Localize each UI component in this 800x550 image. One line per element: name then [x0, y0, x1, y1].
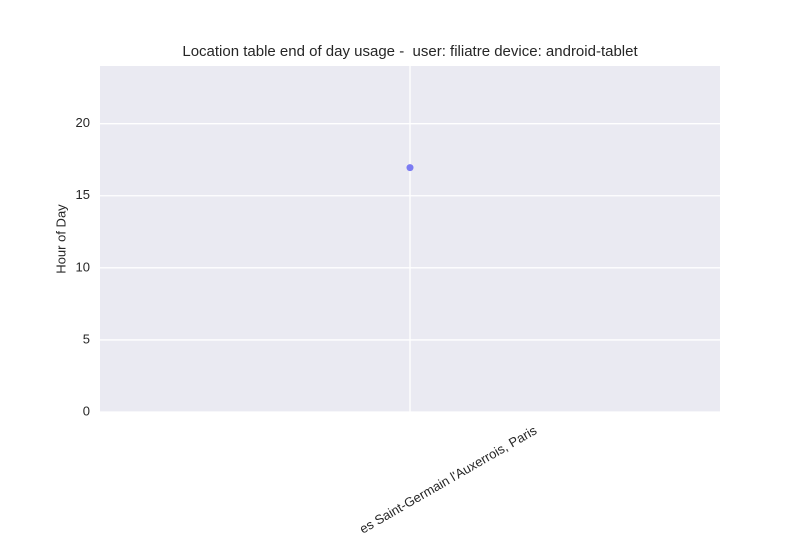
y-tick-label: 0	[83, 403, 90, 418]
x-tick-label: es Saint-Germain l'Auxerrois, Paris	[357, 422, 540, 536]
y-axis-label: Hour of Day	[53, 204, 68, 274]
point	[406, 164, 414, 172]
y-tick-label: 20	[76, 115, 90, 130]
y-tick-label: 15	[76, 187, 90, 202]
chart-title: Location table end of day usage - user: …	[182, 43, 638, 60]
y-tick-label: 10	[76, 259, 90, 274]
y-tick-label: 5	[83, 331, 90, 346]
